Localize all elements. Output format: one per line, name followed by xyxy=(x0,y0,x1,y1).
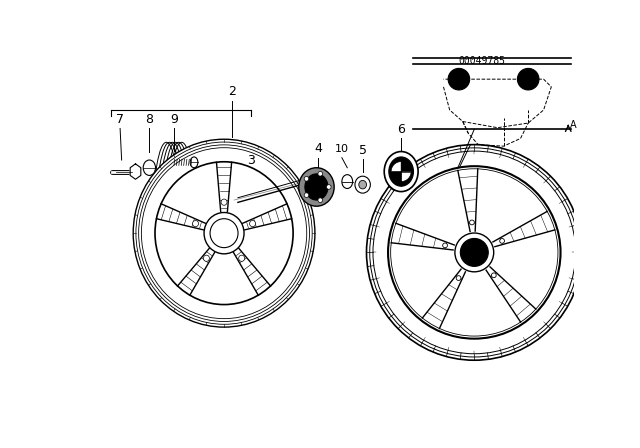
Ellipse shape xyxy=(389,157,413,186)
Ellipse shape xyxy=(299,168,334,206)
Ellipse shape xyxy=(190,157,198,168)
Text: 10: 10 xyxy=(335,144,349,154)
Text: 6: 6 xyxy=(397,123,405,136)
Circle shape xyxy=(517,69,539,90)
Ellipse shape xyxy=(210,219,238,248)
Text: A: A xyxy=(570,121,577,130)
Text: 00049785: 00049785 xyxy=(458,56,506,66)
Circle shape xyxy=(455,233,493,272)
Ellipse shape xyxy=(305,174,328,200)
Circle shape xyxy=(318,198,323,202)
Ellipse shape xyxy=(143,160,156,176)
Ellipse shape xyxy=(221,199,227,205)
Ellipse shape xyxy=(239,255,244,261)
Circle shape xyxy=(388,166,561,339)
Polygon shape xyxy=(130,164,141,179)
Text: 9: 9 xyxy=(170,113,178,126)
Text: 2: 2 xyxy=(228,85,236,98)
Circle shape xyxy=(443,243,447,248)
Circle shape xyxy=(304,177,308,181)
Text: 8: 8 xyxy=(145,113,154,126)
Circle shape xyxy=(460,238,488,267)
Ellipse shape xyxy=(141,148,307,319)
Wedge shape xyxy=(401,172,411,181)
Circle shape xyxy=(318,172,323,176)
Ellipse shape xyxy=(342,175,353,189)
Circle shape xyxy=(500,238,504,243)
Ellipse shape xyxy=(204,212,244,254)
Text: 5: 5 xyxy=(358,144,367,157)
Text: 1: 1 xyxy=(440,185,447,198)
Ellipse shape xyxy=(155,162,293,305)
Text: 7: 7 xyxy=(116,113,124,126)
Ellipse shape xyxy=(250,220,255,227)
Ellipse shape xyxy=(139,145,310,322)
Text: 4: 4 xyxy=(314,142,322,155)
Circle shape xyxy=(448,69,470,90)
Ellipse shape xyxy=(204,255,209,261)
Text: 3: 3 xyxy=(247,154,255,167)
Ellipse shape xyxy=(133,139,315,327)
Circle shape xyxy=(326,185,331,190)
Circle shape xyxy=(456,276,461,280)
Circle shape xyxy=(492,273,496,278)
Wedge shape xyxy=(391,162,401,172)
Ellipse shape xyxy=(384,151,418,192)
Circle shape xyxy=(304,193,308,198)
Ellipse shape xyxy=(136,142,312,324)
Ellipse shape xyxy=(359,181,367,189)
Ellipse shape xyxy=(355,176,371,193)
Ellipse shape xyxy=(193,220,198,227)
Circle shape xyxy=(470,220,474,225)
